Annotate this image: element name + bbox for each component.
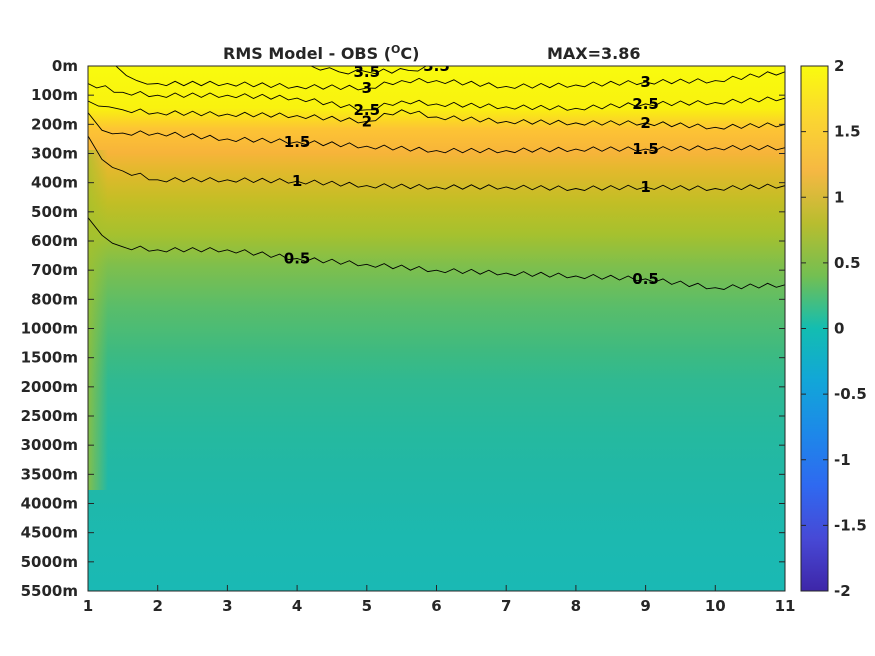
x-tick-label: 10	[705, 597, 726, 615]
contour-label: 1	[640, 178, 650, 196]
x-axis: 1 2 3 4 5 6 7 8 9 10 11	[83, 585, 796, 615]
colorbar-tick-label: -1	[834, 451, 851, 469]
x-tick-label: 3	[222, 597, 232, 615]
y-tick-label: 500m	[31, 203, 78, 221]
y-tick-label: 2000m	[21, 378, 78, 396]
y-tick-label: 300m	[31, 145, 78, 163]
y-tick-label: 0m	[52, 57, 78, 75]
y-tick-label: 100m	[31, 86, 78, 104]
x-tick-label: 6	[431, 597, 441, 615]
contour-label: 2	[362, 112, 372, 130]
y-tick-label: 1500m	[21, 349, 78, 367]
y-tick-label: 3000m	[21, 436, 78, 454]
y-axis: 0m 100m 200m 300m 400m 500m 600m 700m 800m 1000m 1…	[21, 57, 785, 600]
chart-title: RMS Model - OBS (OC)	[223, 43, 419, 63]
x-tick-label: 8	[571, 597, 581, 615]
y-tick-label: 600m	[31, 232, 78, 250]
x-tick-label: 7	[501, 597, 511, 615]
y-tick-label: 3500m	[21, 465, 78, 483]
colorbar-tick-label: -2	[834, 582, 851, 600]
y-tick-label: 4500m	[21, 524, 78, 542]
y-tick-label: 2500m	[21, 407, 78, 425]
y-tick-label: 400m	[31, 174, 78, 192]
contour-line-2.5	[88, 83, 785, 111]
contour-label: 1.5	[632, 140, 659, 158]
contour-label: 0.5	[284, 250, 311, 268]
x-tick-label: 11	[775, 597, 796, 615]
colorbar-tick-label: 1	[834, 188, 844, 206]
y-tick-label: 5000m	[21, 553, 78, 571]
contour-label: 1.5	[284, 133, 311, 151]
y-tick-label: 5500m	[21, 582, 78, 600]
y-tick-label: 800m	[31, 290, 78, 308]
contour-line-1.5	[88, 112, 785, 154]
y-tick-label: 700m	[31, 261, 78, 279]
contour-line-2	[88, 100, 785, 130]
colorbar-tick-label: 2	[834, 57, 844, 75]
contour-label: 1	[292, 172, 302, 190]
y-tick-label: 200m	[31, 115, 78, 133]
plot-area: 0.50.51 11.5 1.52 22.5 2.53 33.5 3.5	[88, 57, 785, 591]
contour-line-0.5	[88, 217, 785, 290]
contour-line-3.5	[310, 66, 437, 75]
contour-label: 3.5	[354, 63, 381, 81]
contour-line-1	[88, 135, 785, 191]
contour-line-3	[115, 66, 785, 91]
contour-label: 3	[640, 73, 650, 91]
x-tick-label: 5	[362, 597, 372, 615]
colorbar-tick-label: -0.5	[834, 385, 867, 403]
x-tick-label: 2	[152, 597, 162, 615]
colorbar-tick-label: -1.5	[834, 516, 867, 534]
contour-label: 3.5	[423, 57, 450, 75]
colorbar-tick-label: 0	[834, 320, 844, 338]
contour-label: 2.5	[632, 95, 659, 113]
heatmap-field	[88, 66, 785, 591]
colorbar-tick-label: 0.5	[834, 254, 861, 272]
max-label: MAX=3.86	[547, 44, 641, 63]
contour-label: 2	[640, 114, 650, 132]
x-tick-label: 9	[640, 597, 650, 615]
contour-label: 2.5	[354, 101, 381, 119]
colorbar-tick-label: 1.5	[834, 123, 861, 141]
contour-layer: 0.50.51 11.5 1.52 22.5 2.53 33.5 3.5	[88, 57, 785, 290]
y-tick-label: 1000m	[21, 320, 78, 338]
x-tick-label: 1	[83, 597, 93, 615]
contour-label: 0.5	[632, 270, 659, 288]
colorbar-axis: 2 1.5 1 0.5 0 -0.5 -1 -1.5 -2	[801, 57, 867, 600]
x-tick-label: 4	[292, 597, 302, 615]
heatmap-left-edge	[88, 150, 108, 490]
contour-label: 3	[362, 79, 372, 97]
y-tick-label: 4000m	[21, 495, 78, 513]
